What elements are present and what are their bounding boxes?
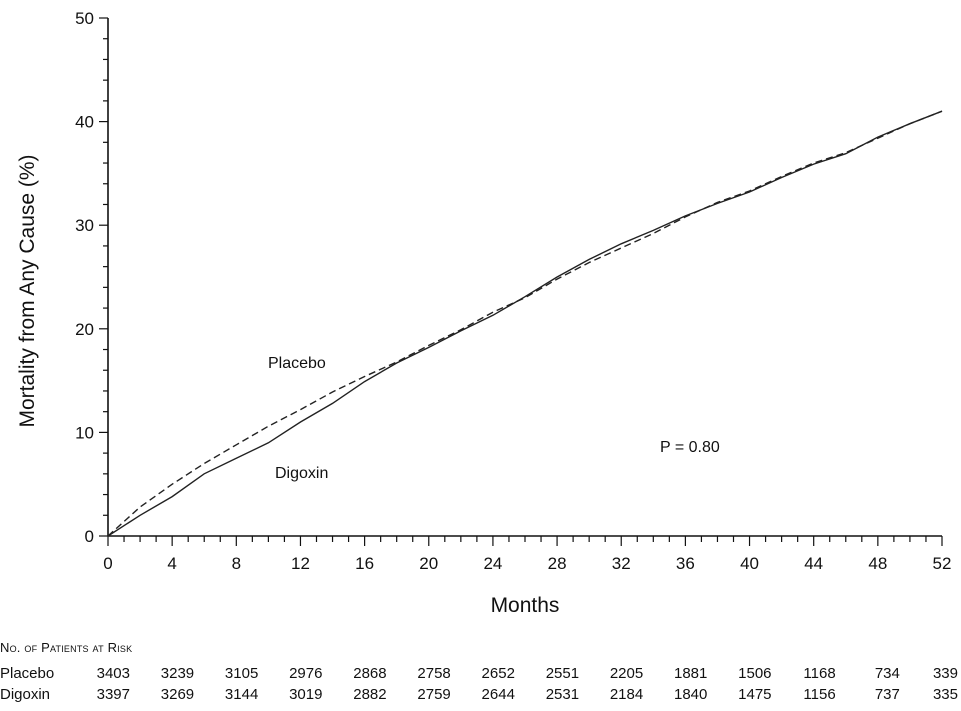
risk-value: 3239 — [160, 665, 195, 682]
risk-value: 2882 — [353, 686, 387, 703]
x-axis-title: Months — [491, 594, 560, 617]
series-layer — [107, 110, 943, 537]
risk-row-label: Placebo — [0, 665, 55, 682]
series-line-digoxin — [107, 110, 943, 537]
risk-value: 1475 — [738, 686, 772, 703]
risk-table-title: No. of Patients at Risk — [0, 640, 133, 655]
y-tick-label: 40 — [75, 113, 94, 132]
risk-value: 1881 — [674, 665, 708, 682]
risk-row-placebo: Placebo 3403 3239 3105 2976 2868 2758 2652 2551 2… — [0, 665, 961, 685]
x-tick-label: 20 — [419, 554, 438, 573]
risk-row-label: Digoxin — [0, 686, 51, 703]
x-tick-label: 8 — [232, 554, 241, 573]
risk-value: 1840 — [674, 686, 708, 703]
risk-value: 3144 — [224, 686, 259, 703]
risk-value: 737 — [874, 686, 900, 703]
y-tick-label: 0 — [85, 527, 94, 546]
risk-value: 2758 — [417, 665, 451, 682]
risk-value: 2868 — [353, 665, 387, 682]
risk-row-digoxin: Digoxin 3397 3269 3144 3019 2882 2759 2644 2531 2… — [0, 686, 961, 706]
y-tick-label: 50 — [75, 9, 94, 28]
x-tick-label: 52 — [933, 554, 952, 573]
series-line-placebo — [107, 110, 943, 537]
y-axis: 0 10 20 30 40 50 — [75, 9, 109, 546]
x-tick-label: 40 — [740, 554, 759, 573]
risk-value: 3403 — [96, 665, 130, 682]
y-axis-title: Mortality from Any Cause (%) — [16, 154, 39, 427]
x-tick-label: 16 — [355, 554, 374, 573]
digoxin-series-label: Digoxin — [275, 465, 328, 482]
risk-value: 2205 — [609, 665, 644, 682]
risk-value: 3397 — [96, 686, 130, 703]
risk-value: 2644 — [481, 686, 515, 703]
x-tick-label: 48 — [868, 554, 887, 573]
risk-value: 339 — [932, 665, 958, 682]
y-tick-label: 10 — [75, 423, 94, 442]
risk-value: 3019 — [289, 686, 323, 703]
risk-value: 1168 — [803, 665, 836, 682]
risk-value: 3269 — [160, 686, 195, 703]
risk-value: 2759 — [417, 686, 451, 703]
x-axis: 0 4 8 12 16 20 24 28 32 36 40 44 48 52 — [103, 535, 952, 573]
risk-value: 2652 — [481, 665, 515, 682]
x-tick-label: 28 — [548, 554, 567, 573]
x-tick-label: 32 — [612, 554, 631, 573]
risk-value: 2551 — [545, 665, 580, 682]
x-tick-label: 0 — [103, 554, 112, 573]
x-tick-label: 36 — [676, 554, 695, 573]
risk-value: 2184 — [609, 686, 644, 703]
risk-value: 1506 — [738, 665, 772, 682]
x-tick-label: 12 — [291, 554, 310, 573]
placebo-series-label: Placebo — [268, 355, 326, 372]
risk-value: 3105 — [224, 665, 259, 682]
risk-value: 2976 — [289, 665, 323, 682]
risk-value: 335 — [932, 686, 958, 703]
y-tick-label: 30 — [75, 216, 94, 235]
risk-value: 2531 — [545, 686, 580, 703]
y-tick-label: 20 — [75, 320, 94, 339]
x-tick-label: 4 — [167, 554, 176, 573]
x-tick-label: 24 — [483, 554, 502, 573]
risk-value: 1156 — [803, 686, 836, 703]
risk-value: 734 — [874, 665, 900, 682]
x-tick-label: 44 — [804, 554, 823, 573]
p-value-annotation: P = 0.80 — [660, 439, 720, 456]
